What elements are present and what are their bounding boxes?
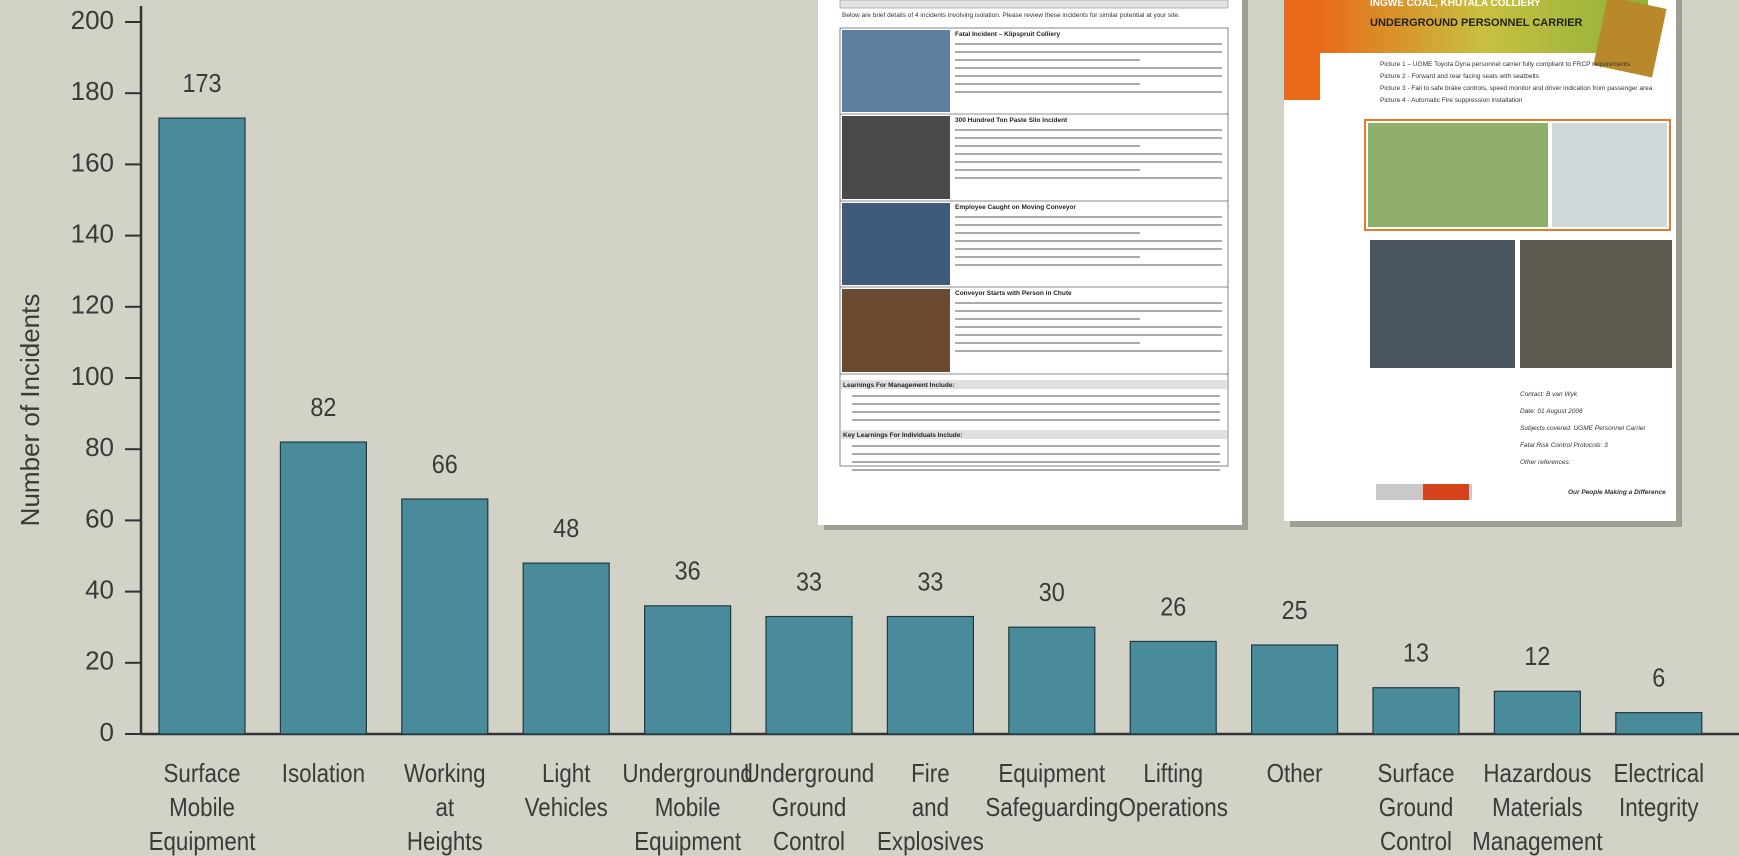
y-tick-label: 0 [100,717,114,747]
y-tick-label: 40 [85,574,114,604]
learning-bar [841,430,1227,439]
doc-strip [1284,0,1320,100]
bar [1008,626,1096,735]
y-tick-label: 140 [71,218,114,248]
doc-cover [1593,0,1667,78]
x-tick-label: Other [1267,759,1323,788]
y-axis-label: Number of Incidents [15,294,45,527]
x-tick-label: Electrical Integrity [1613,759,1704,822]
y-tick-label: 180 [71,76,114,106]
x-tick-label: Working at Heights [404,759,486,856]
bar [158,117,246,735]
y-tick-label: 100 [71,361,114,391]
bullet: Picture 2 - Forward and rear facing seat… [1380,73,1540,80]
bar [401,498,489,735]
value-label: 66 [432,451,458,479]
bar [522,562,610,735]
bar [1250,644,1339,735]
value-label: 36 [675,558,701,586]
photo [842,289,950,372]
learning-bar [841,380,1227,389]
documents: Below are brief details of 4 incidents i… [818,0,1682,530]
doc-title: UNDERGROUND PERSONNEL CARRIER [1370,17,1583,29]
x-tick-label: Hazardous Materials Management [1472,759,1603,856]
bar [1129,640,1217,735]
value-label: 173 [182,70,221,98]
x-tick-label: Underground Ground Control [744,759,874,856]
photo [842,30,950,112]
x-tick-label: Surface Mobile Equipment [149,759,256,856]
photo [1520,240,1672,368]
value-label: 26 [1160,593,1186,621]
contact-line: Subjects covered: UGME Personnel Carrier [1520,425,1647,432]
y-tick-label: 60 [85,503,114,533]
incident-title: Conveyor Starts with Person in Chute [955,290,1072,297]
bar [1493,690,1582,735]
x-tick-label: Equipment Safeguarding [985,759,1118,822]
photo [842,116,950,199]
value-label: 25 [1282,597,1308,625]
bullet: Picture 3 - Fail to safe brake controls,… [1380,85,1653,92]
y-tick-label: 80 [85,432,114,462]
bar [1372,687,1460,735]
x-tick-label: Surface Ground Control [1377,759,1454,856]
y-tick-label: 120 [71,290,114,320]
doc-intro: Below are brief details of 4 incidents i… [842,12,1180,19]
doc-footer: Our People Making a Difference [1568,489,1666,496]
incident-title: 300 Hundred Ton Paste Silo Incident [955,117,1068,124]
value-label: 48 [553,515,579,543]
y-tick-label: 20 [85,646,114,676]
contact-line: Fatal Risk Control Protocols: 3 [1520,442,1608,449]
bar [279,441,367,735]
photo-frame [1364,119,1671,231]
x-tick-label: Light Vehicles [525,759,608,822]
photo [1370,240,1515,368]
doc-site: INGWE COAL, KHUTALA COLLIERY [1370,0,1541,9]
contact-line: Date: 01 August 2006 [1520,408,1583,415]
bar [643,605,732,735]
x-tick-label: Lifting Operations [1119,759,1228,822]
contact-line: Other references: [1520,459,1571,466]
bar [765,615,853,735]
learning-title: Learnings For Management Include: [843,382,955,389]
photo [842,203,950,285]
doc-banner [1318,0,1648,53]
contact-line: Contact: B van Wyk [1520,391,1578,398]
photo [1368,123,1548,227]
incident-title: Employee Caught on Moving Conveyor [955,204,1076,211]
bullet: Picture 4 - Automatic Fire suppression i… [1380,97,1523,104]
learning-title: Key Learnings For Individuals Include: [843,432,963,439]
value-label: 82 [310,394,336,422]
doc-footer-tab [1423,484,1469,500]
bar [1615,712,1703,735]
x-tick-label: Isolation [282,759,365,788]
value-label: 13 [1403,640,1429,668]
value-label: 6 [1652,664,1665,692]
value-label: 33 [917,568,943,596]
bar [886,615,975,735]
photo [1552,123,1667,227]
value-label: 33 [796,568,822,596]
y-tick-label: 200 [71,5,114,35]
doc-header-bar [839,0,1229,9]
value-label: 30 [1039,579,1065,607]
incident-title: Fatal Incident – Klipspruit Colliery [955,31,1060,38]
doc-table [839,27,1229,467]
bullet: Picture 1 – UGME Toyota Dyna personnel c… [1380,61,1631,68]
x-tick-label: Underground Mobile Equipment [622,759,752,856]
x-tick-label: Fire and Explosives [877,759,984,856]
y-tick-label: 160 [71,147,114,177]
value-label: 12 [1524,643,1550,671]
